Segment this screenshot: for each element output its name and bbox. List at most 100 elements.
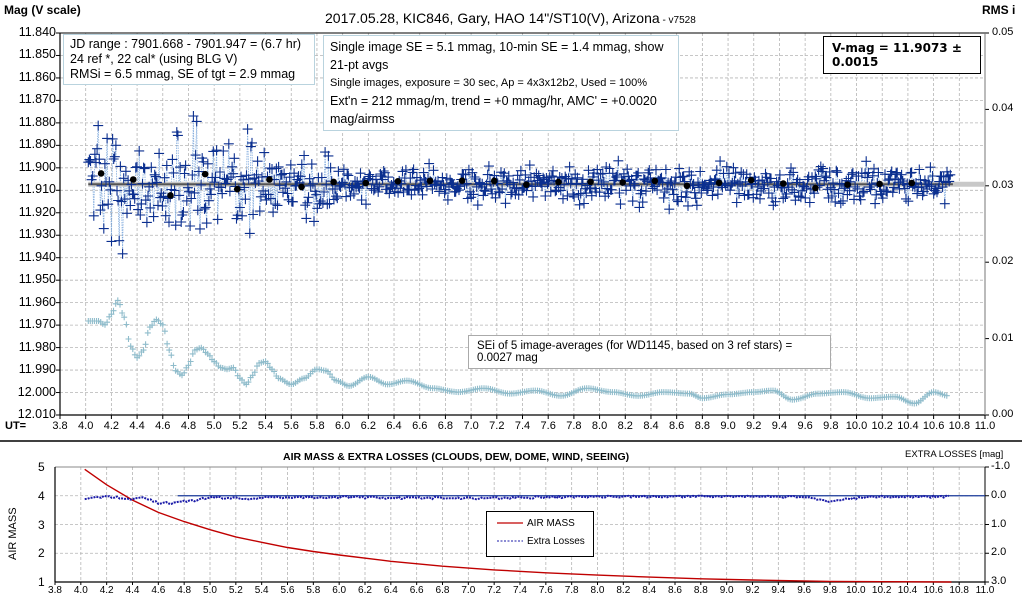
average-point: [812, 184, 819, 192]
tick-label: -1.0: [991, 460, 1010, 472]
tick-label: 8.4: [642, 585, 657, 596]
tick-label: 11.870: [18, 92, 56, 107]
info-jd-range: JD range : 7901.668 - 7901.947 = (6.7 hr…: [70, 37, 302, 51]
tick-label: 5.4: [254, 585, 269, 596]
tick-label: 5.8: [306, 585, 321, 596]
tick-label: 11.920: [18, 204, 56, 219]
tick-label: 10.6: [923, 585, 944, 596]
tick-label: 11.910: [18, 182, 56, 197]
legend-item-extra-losses: Extra Losses: [487, 532, 593, 550]
legend-item-airmass: AIR MASS: [487, 514, 593, 532]
tick-label: 6.2: [358, 585, 372, 596]
tick-label: 7.6: [540, 420, 556, 432]
tick-label: 11.880: [18, 114, 56, 129]
tick-label: 9.2: [745, 585, 760, 596]
average-point: [651, 177, 659, 185]
tick-label: 6.8: [437, 420, 454, 432]
tick-label: 9.2: [746, 420, 762, 432]
tick-label: 10.4: [897, 585, 918, 596]
tick-label: 6.2: [360, 420, 376, 432]
legend-label-extra-losses: Extra Losses: [527, 535, 585, 547]
tick-label: 11.0: [975, 585, 995, 596]
legend-label-airmass: AIR MASS: [527, 517, 575, 529]
average-point: [129, 176, 137, 183]
tick-label: 8.0: [590, 585, 605, 596]
average-point: [715, 179, 723, 187]
chart-title-text: 2017.05.28, KIC846, Gary, HAO 14"/ST10(V…: [325, 10, 660, 26]
right-axis-title: RMS i: [982, 3, 1016, 17]
extra-losses-axis-title: EXTRA LOSSES [mag]: [905, 449, 1004, 460]
tick-label: 4: [38, 488, 45, 503]
average-point: [362, 179, 370, 187]
info-box-image-stats: Single image SE = 5.1 mmag, 10-min SE = …: [323, 35, 679, 131]
average-point: [330, 178, 337, 186]
tick-label: 6.8: [435, 585, 450, 596]
tick-label: 7.2: [487, 585, 502, 596]
tick-label: 11.950: [18, 272, 56, 287]
tick-label: 8.0: [591, 420, 608, 432]
tick-label: 8.6: [669, 420, 685, 432]
tick-label: 11.0: [974, 420, 996, 432]
single-image-markers: [83, 111, 956, 259]
tick-label: 7.0: [463, 420, 479, 432]
tick-label: 4.6: [155, 420, 171, 432]
average-point: [779, 180, 787, 187]
average-point: [619, 179, 627, 186]
average-point: [458, 177, 466, 184]
tick-label: 10.8: [949, 585, 969, 596]
tick-label: 10.2: [871, 585, 892, 596]
tick-label: 11.980: [18, 339, 56, 354]
tick-label: 0.01: [992, 331, 1014, 344]
tick-label: 3.0: [991, 575, 1007, 587]
average-point: [97, 170, 105, 177]
info-extinction: Ext'n = 212 mmag/m, trend = +0 mmag/hr, …: [330, 94, 657, 126]
tick-label: 5.2: [232, 420, 248, 432]
tick-label: 7.2: [489, 420, 505, 432]
average-point: [233, 185, 241, 193]
average-point: [555, 178, 562, 186]
tick-label: 8.2: [616, 585, 631, 596]
info-single-image-se: Single image SE = 5.1 mmag, 10-min SE = …: [330, 40, 664, 72]
tick-label: 6.6: [412, 420, 428, 432]
tick-label: 7.4: [514, 420, 531, 432]
tick-label: 6.0: [332, 585, 347, 596]
info-exposure: Single images, exposure = 30 sec, Ap = 4…: [330, 77, 648, 89]
average-point: [876, 180, 883, 188]
average-point: [266, 176, 273, 183]
tick-label: 7.0: [461, 585, 476, 596]
tick-label: 9.0: [720, 420, 736, 432]
tick-label: 3: [38, 517, 45, 532]
tick-label: 7.8: [566, 420, 582, 432]
tick-label: 0.05: [992, 26, 1014, 38]
tick-label: 11.850: [18, 47, 56, 62]
average-point: [683, 182, 691, 190]
chart-version: - v7528: [659, 15, 696, 26]
tick-label: 10.8: [948, 420, 971, 432]
tick-label: 9.0: [719, 585, 734, 596]
tick-label: 1: [38, 575, 45, 589]
tick-label: 11.940: [18, 249, 56, 264]
tick-label: 5.4: [257, 420, 274, 432]
tick-label: 5.0: [206, 420, 222, 432]
tick-label: 0.00: [992, 408, 1014, 420]
tick-label: 4.2: [99, 585, 114, 596]
tick-label: 10.4: [897, 420, 919, 432]
tick-label: 4.8: [180, 420, 197, 432]
tick-label: 3.8: [52, 420, 68, 432]
tick-label: 4.0: [78, 420, 94, 432]
ut-prefix-label: UT=: [5, 420, 27, 432]
average-point: [844, 181, 851, 188]
chart-title: 2017.05.28, KIC846, Gary, HAO 14"/ST10(V…: [325, 10, 696, 26]
tick-label: 0.03: [992, 178, 1014, 191]
airmass-curve: [84, 468, 952, 583]
lower-chart-legend: AIR MASS Extra Losses: [486, 511, 594, 557]
lower-chart-title: AIR MASS & EXTRA LOSSES (CLOUDS, DEW, DO…: [283, 451, 630, 463]
tick-label: 6.6: [409, 585, 424, 596]
tick-label: 4.4: [125, 585, 140, 596]
tick-label: 4.0: [73, 585, 88, 596]
info-box-jd-range: JD range : 7901.668 - 7901.947 = (6.7 hr…: [63, 34, 315, 85]
tick-label: 5.8: [309, 420, 325, 432]
tick-label: 11.960: [18, 294, 56, 309]
average-point: [523, 181, 530, 188]
tick-label: 10.0: [846, 585, 866, 596]
